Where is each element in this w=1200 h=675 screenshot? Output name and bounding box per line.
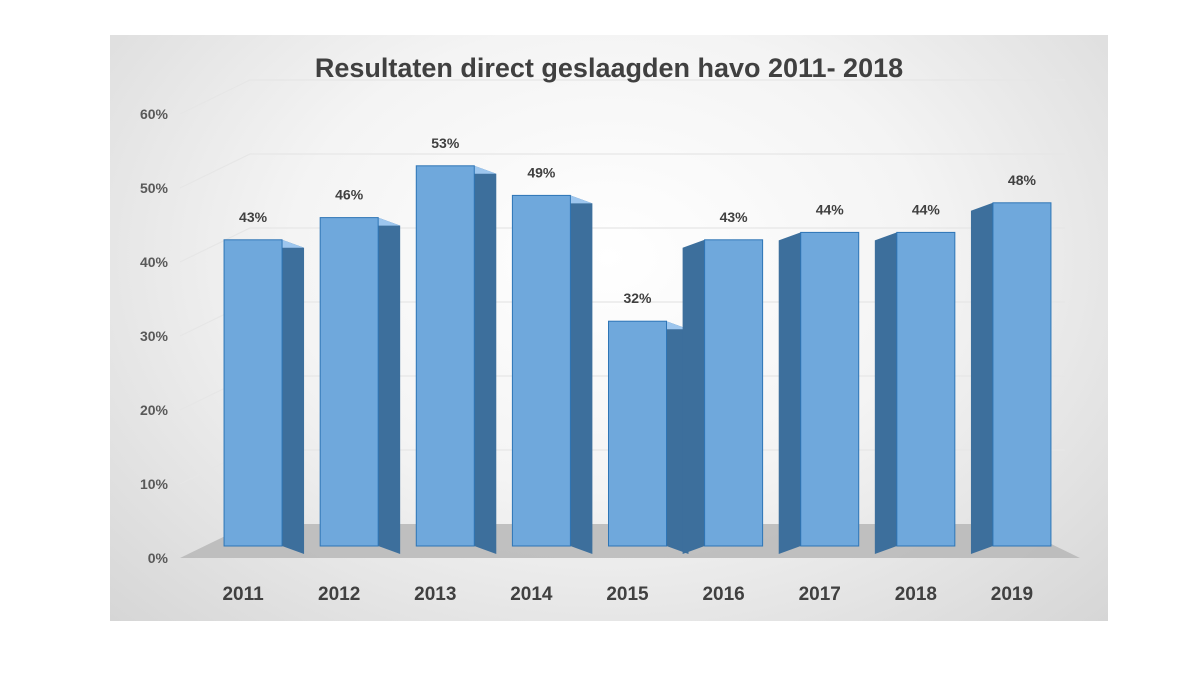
- chart-plot: 0% 10% 20% 30% 40% 50% 60% 43% 2011 46% 2012 53% 201…: [140, 79, 1080, 605]
- bar-side: [778, 232, 801, 554]
- chart-panel: 0% 10% 20% 30% 40% 50% 60% 43% 2011 46% 2012 53% 201…: [110, 35, 1108, 621]
- bar: [704, 239, 764, 547]
- data-label: 53%: [431, 135, 460, 151]
- bar: [319, 217, 379, 547]
- x-tick-label: 2018: [895, 584, 937, 605]
- x-tick-label: 2019: [991, 584, 1033, 605]
- y-tick-label: 60%: [140, 106, 169, 122]
- data-label: 44%: [912, 201, 941, 217]
- bar: [896, 231, 956, 547]
- data-label: 43%: [720, 209, 749, 225]
- x-tick-label: 2014: [510, 584, 553, 605]
- bar-side: [874, 232, 897, 554]
- x-tick-label: 2015: [606, 584, 649, 605]
- bar: [800, 231, 860, 547]
- data-label: 48%: [1008, 172, 1037, 188]
- y-tick-label: 40%: [140, 254, 169, 270]
- bar: [415, 165, 475, 547]
- bar: [511, 194, 571, 547]
- bar-side: [378, 217, 401, 554]
- x-tick-label: 2013: [414, 584, 456, 605]
- data-label: 46%: [335, 187, 364, 203]
- gridline: [179, 153, 1065, 189]
- x-tick-label: 2017: [799, 584, 841, 605]
- gridline: [179, 227, 1065, 263]
- bar-side: [970, 202, 993, 555]
- bar-side: [474, 165, 497, 555]
- data-label: 44%: [816, 201, 845, 217]
- bar: [992, 202, 1052, 547]
- data-label: 32%: [623, 290, 652, 306]
- x-tick-label: 2016: [702, 584, 744, 605]
- chart-title: Resultaten direct geslaagden havo 2011- …: [314, 53, 904, 83]
- data-label: 43%: [239, 209, 268, 225]
- bar-side: [682, 239, 705, 555]
- y-tick-label: 20%: [140, 402, 169, 418]
- y-tick-label: 10%: [140, 476, 169, 492]
- y-tick-label: 0%: [148, 550, 169, 566]
- gridline: [179, 79, 1065, 115]
- bar-side: [570, 195, 593, 554]
- bar: [608, 320, 667, 547]
- x-tick-label: 2011: [222, 584, 264, 605]
- bar: [223, 239, 283, 547]
- x-tick-label: 2012: [318, 584, 360, 605]
- bar-side: [282, 239, 305, 555]
- y-tick-label: 30%: [140, 328, 169, 344]
- y-tick-label: 50%: [140, 180, 169, 196]
- data-label: 49%: [527, 164, 556, 180]
